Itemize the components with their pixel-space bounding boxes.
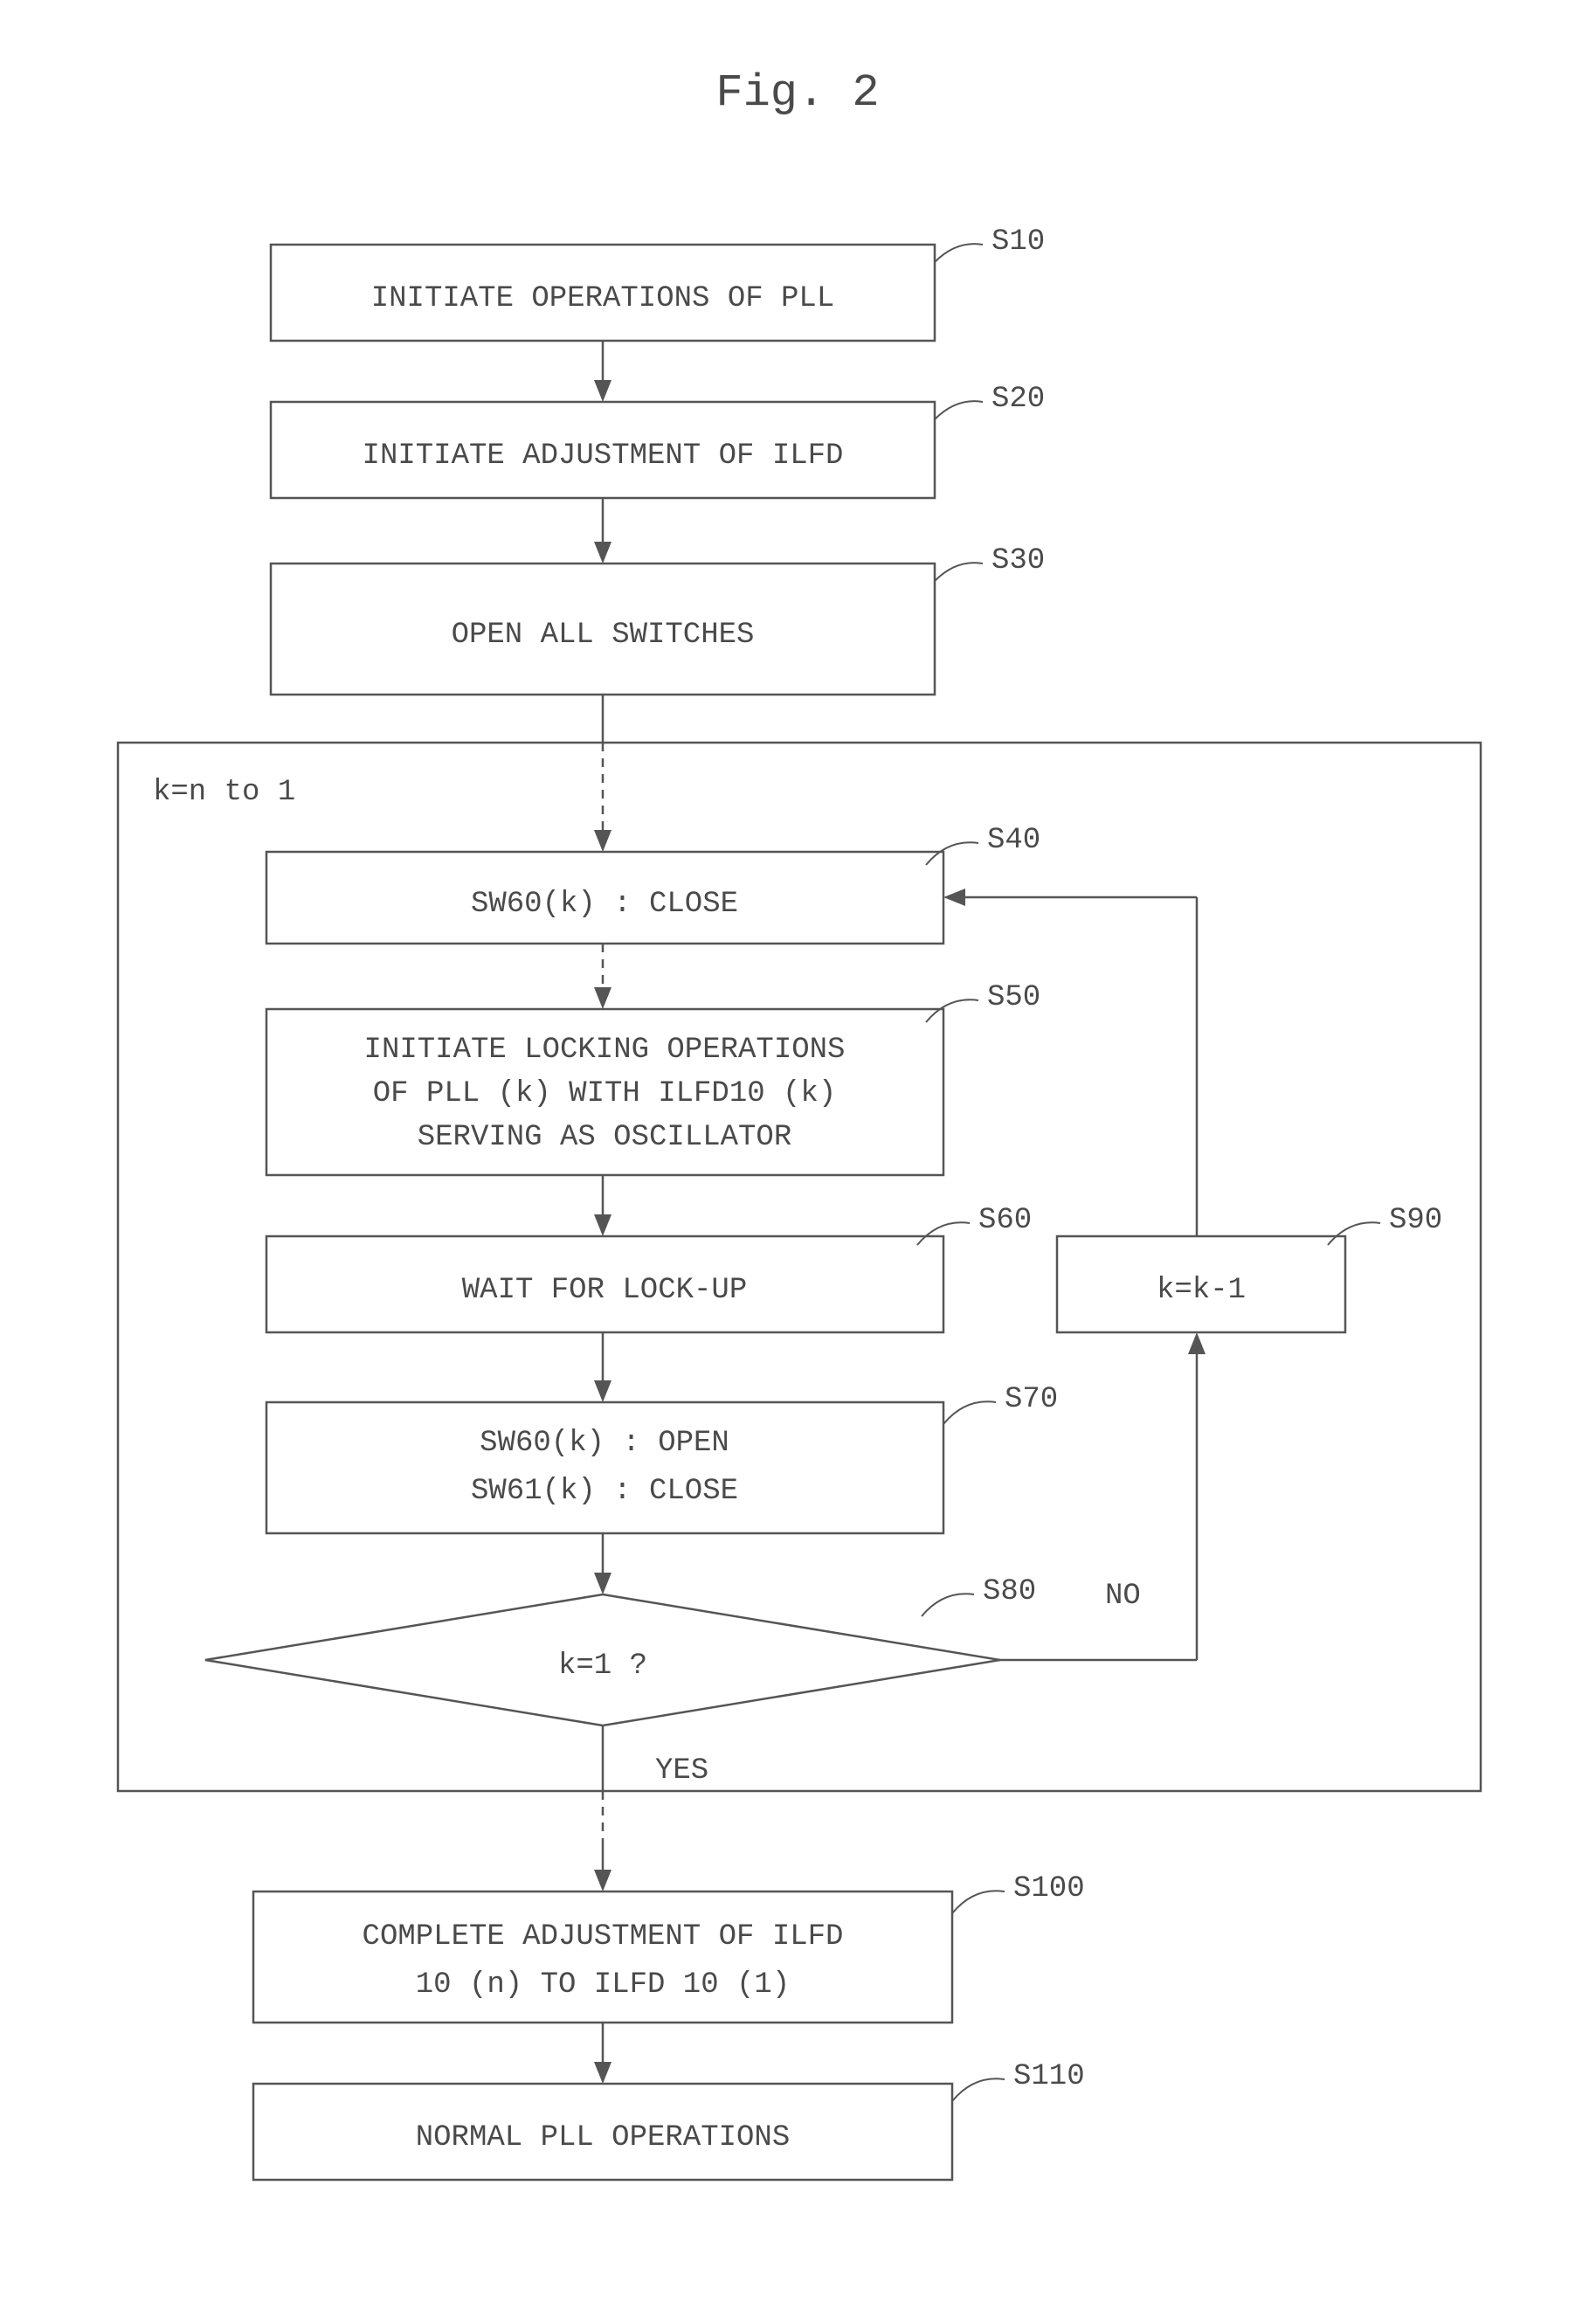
label-no: NO: [1105, 1580, 1141, 1613]
flowchart-svg: Fig. 2 INITIATE OPERATIONS OF PLL S10 IN…: [0, 0, 1596, 2303]
label-yes: YES: [655, 1754, 708, 1788]
node-s40-text: SW60(k) : CLOSE: [471, 888, 738, 921]
label-curve-s50: [926, 999, 978, 1022]
label-curve-s110: [952, 2078, 1005, 2101]
label-s90: S90: [1389, 1204, 1442, 1237]
loop-container: [118, 743, 1481, 1791]
node-s100-text-l1: COMPLETE ADJUSTMENT OF ILFD: [363, 1920, 844, 1954]
label-curve-s40: [926, 842, 978, 865]
label-curve-s10: [935, 244, 983, 262]
node-s70: [266, 1402, 943, 1533]
label-curve-s100: [952, 1891, 1005, 1913]
label-s60: S60: [978, 1204, 1032, 1237]
node-s80-text: k=1 ?: [558, 1649, 647, 1683]
node-s20-text: INITIATE ADJUSTMENT OF ILFD: [363, 439, 844, 473]
label-s40: S40: [987, 824, 1040, 857]
label-s50: S50: [987, 981, 1040, 1014]
node-s70-text-l2: SW61(k) : CLOSE: [471, 1475, 738, 1508]
node-s70-text-l1: SW60(k) : OPEN: [480, 1427, 729, 1460]
figure-title: Fig. 2: [715, 67, 879, 119]
loop-label: k=n to 1: [153, 776, 295, 809]
label-s20: S20: [991, 383, 1045, 416]
label-s30: S30: [991, 544, 1045, 577]
node-s10-text: INITIATE OPERATIONS OF PLL: [371, 282, 835, 315]
label-s100: S100: [1013, 1872, 1085, 1905]
node-s50-text-l2: OF PLL (k) WITH ILFD10 (k): [373, 1077, 837, 1110]
node-s100-text-l2: 10 (n) TO ILFD 10 (1): [416, 1968, 790, 2002]
label-s110: S110: [1013, 2060, 1085, 2093]
node-s90-text: k=k-1: [1157, 1274, 1246, 1307]
node-s110-text: NORMAL PLL OPERATIONS: [416, 2121, 790, 2154]
node-s30-text: OPEN ALL SWITCHES: [452, 619, 755, 652]
node-s50-text-l1: INITIATE LOCKING OPERATIONS: [364, 1034, 846, 1067]
label-curve-s80: [922, 1594, 974, 1616]
label-s70: S70: [1005, 1383, 1058, 1416]
node-s100: [253, 1892, 952, 2023]
node-s60-text: WAIT FOR LOCK-UP: [462, 1274, 747, 1307]
label-s10: S10: [991, 225, 1045, 259]
label-curve-s30: [935, 563, 983, 581]
label-s80: S80: [983, 1575, 1036, 1608]
label-curve-s20: [935, 401, 983, 419]
label-curve-s70: [943, 1401, 996, 1424]
label-curve-s90: [1328, 1222, 1380, 1245]
node-s50-text-l3: SERVING AS OSCILLATOR: [418, 1121, 791, 1154]
